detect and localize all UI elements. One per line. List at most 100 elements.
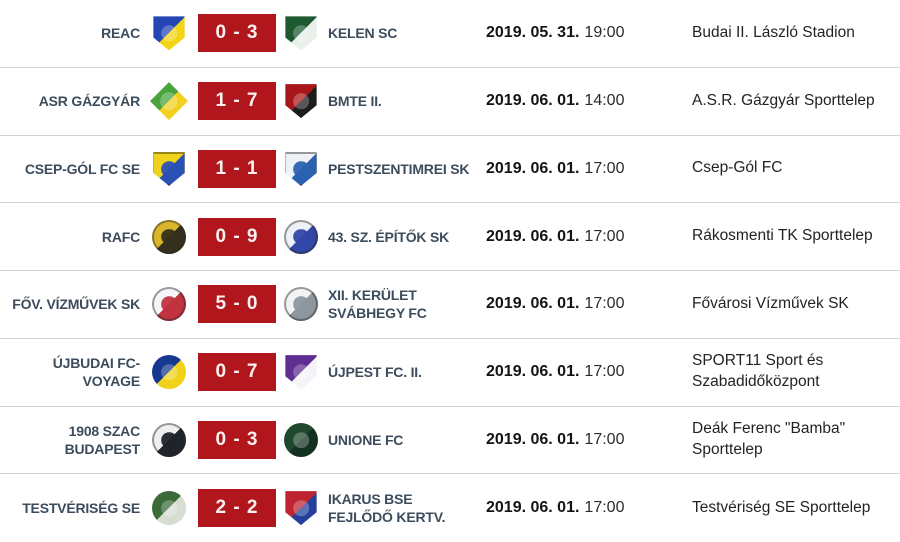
match-time: 14:00 xyxy=(584,92,625,110)
venue-name: Budai II. László Stadion xyxy=(692,23,855,41)
home-team-crest-icon xyxy=(152,287,186,322)
match-date: 2019. 06. 01. xyxy=(486,227,580,245)
match-time: 17:00 xyxy=(584,159,625,177)
away-logo-cell xyxy=(276,491,326,526)
away-logo-cell xyxy=(276,84,326,119)
away-team-crest-icon xyxy=(285,491,317,526)
score-cell: 2 - 2 xyxy=(198,489,276,528)
home-team-name: FŐV. VÍZMŰVEK SK xyxy=(12,296,140,313)
match-row[interactable]: REAC 0 - 3 KELEN SC 2019. 05. 31. 19:00 B… xyxy=(0,0,900,68)
away-logo-cell xyxy=(276,219,326,254)
away-team-name: IKARUS BSE FEJLŐDŐ KERTV. xyxy=(328,490,446,526)
match-datetime: 2019. 06. 01. 17:00 xyxy=(478,160,686,178)
match-date: 2019. 06. 01. xyxy=(486,499,580,517)
home-team-name: REAC xyxy=(101,25,140,42)
away-team-name: ÚJPEST FC. II. xyxy=(328,364,422,381)
home-team-crest-icon xyxy=(153,151,185,186)
match-time: 19:00 xyxy=(584,24,625,42)
away-team-name: KELEN SC xyxy=(328,25,398,42)
away-logo-cell xyxy=(276,422,326,457)
match-time: 17:00 xyxy=(584,430,625,448)
match-time: 17:00 xyxy=(584,363,625,381)
home-team-name: 1908 SZAC BUDAPEST xyxy=(64,422,141,457)
match-row[interactable]: RAFC 0 - 9 43. SZ. ÉPÍTŐK SK 2019. 06. 0… xyxy=(0,203,900,271)
match-row[interactable]: CSEP-GÓL FC SE 1 - 1 PESTSZENTIMREI SK 2… xyxy=(0,136,900,204)
venue-name: Testvériség SE Sporttelep xyxy=(692,498,871,516)
score-badge[interactable]: 5 - 0 xyxy=(198,285,276,324)
match-date: 2019. 06. 01. xyxy=(486,295,580,313)
score-cell: 0 - 9 xyxy=(198,217,276,256)
venue-name: Rákosmenti TK Sporttelep xyxy=(692,227,873,245)
home-logo-cell xyxy=(140,491,198,526)
match-row[interactable]: FŐV. VÍZMŰVEK SK 5 - 0 XII. KERÜLET SVÁB… xyxy=(0,271,900,339)
away-logo-cell xyxy=(276,151,326,186)
score-cell: 0 - 7 xyxy=(198,353,276,392)
match-date: 2019. 06. 01. xyxy=(486,363,580,381)
home-team-crest-icon xyxy=(150,82,188,121)
match-row[interactable]: ÚJBUDAI FC-VOYAGE 0 - 7 ÚJPEST FC. II. 2… xyxy=(0,339,900,407)
away-logo-cell xyxy=(276,355,326,390)
match-date: 2019. 05. 31. xyxy=(486,24,580,42)
match-time: 17:00 xyxy=(584,227,625,245)
away-team-crest-icon xyxy=(284,287,318,322)
venue-name: SPORT11 Sport és Szabadidőközpont xyxy=(692,352,824,391)
score-badge[interactable]: 1 - 7 xyxy=(198,82,276,121)
venue-name: Csep-Gól FC xyxy=(692,159,783,177)
home-team-crest-icon xyxy=(152,422,186,457)
home-logo-cell xyxy=(140,355,198,390)
home-team-crest-icon xyxy=(153,16,185,51)
match-datetime: 2019. 06. 01. 14:00 xyxy=(478,92,686,110)
away-team-crest-icon xyxy=(285,84,317,119)
away-team-name: 43. SZ. ÉPÍTŐK SK xyxy=(328,228,450,245)
match-row[interactable]: 1908 SZAC BUDAPEST 0 - 3 UNIONE FC 2019.… xyxy=(0,407,900,475)
home-logo-cell xyxy=(140,151,198,186)
match-datetime: 2019. 06. 01. 17:00 xyxy=(478,363,686,381)
home-team-crest-icon xyxy=(152,355,186,390)
score-badge[interactable]: 0 - 3 xyxy=(198,14,276,53)
score-cell: 0 - 3 xyxy=(198,14,276,53)
home-logo-cell xyxy=(140,422,198,457)
match-datetime: 2019. 06. 01. 17:00 xyxy=(478,431,686,449)
home-team-name: TESTVÉRISÉG SE xyxy=(22,500,140,517)
home-logo-cell xyxy=(140,16,198,51)
score-badge[interactable]: 1 - 1 xyxy=(198,149,276,188)
away-team-name: UNIONE FC xyxy=(328,431,404,448)
match-datetime: 2019. 06. 01. 17:00 xyxy=(478,499,686,517)
venue-name: Fővárosi Vízművek SK xyxy=(692,294,849,312)
score-cell: 1 - 7 xyxy=(198,82,276,121)
away-team-crest-icon xyxy=(285,355,317,390)
away-logo-cell xyxy=(276,16,326,51)
away-logo-cell xyxy=(276,287,326,322)
away-team-name: PESTSZENTIMREI SK xyxy=(328,160,470,177)
away-team-crest-icon xyxy=(284,219,318,254)
away-team-crest-icon xyxy=(284,422,318,457)
score-cell: 1 - 1 xyxy=(198,149,276,188)
home-team-name: ÚJBUDAI FC-VOYAGE xyxy=(52,354,140,390)
match-datetime: 2019. 05. 31. 19:00 xyxy=(478,24,686,42)
away-team-crest-icon xyxy=(285,151,317,186)
home-logo-cell xyxy=(140,287,198,322)
home-team-name: ASR GÁZGYÁR xyxy=(38,93,140,110)
match-row[interactable]: TESTVÉRISÉG SE 2 - 2 IKARUS BSE FEJLŐDŐ … xyxy=(0,474,900,542)
score-badge[interactable]: 0 - 9 xyxy=(198,217,276,256)
score-badge[interactable]: 0 - 3 xyxy=(198,420,276,459)
home-logo-cell xyxy=(140,82,198,121)
score-cell: 0 - 3 xyxy=(198,420,276,459)
away-team-name: BMTE II. xyxy=(328,93,382,110)
match-date: 2019. 06. 01. xyxy=(486,92,580,110)
home-team-name: CSEP-GÓL FC SE xyxy=(24,160,140,177)
score-badge[interactable]: 0 - 7 xyxy=(198,353,276,392)
home-team-name: RAFC xyxy=(101,228,140,245)
away-team-crest-icon xyxy=(285,16,317,51)
match-time: 17:00 xyxy=(584,499,625,517)
match-datetime: 2019. 06. 01. 17:00 xyxy=(478,228,686,246)
venue-name: A.S.R. Gázgyár Sporttelep xyxy=(692,91,875,109)
score-cell: 5 - 0 xyxy=(198,285,276,324)
home-logo-cell xyxy=(140,219,198,254)
home-team-crest-icon xyxy=(152,219,186,254)
match-date: 2019. 06. 01. xyxy=(486,159,580,177)
score-badge[interactable]: 2 - 2 xyxy=(198,489,276,528)
home-team-crest-icon xyxy=(152,491,186,526)
match-row[interactable]: ASR GÁZGYÁR 1 - 7 BMTE II. 2019. 06. 01.… xyxy=(0,68,900,136)
